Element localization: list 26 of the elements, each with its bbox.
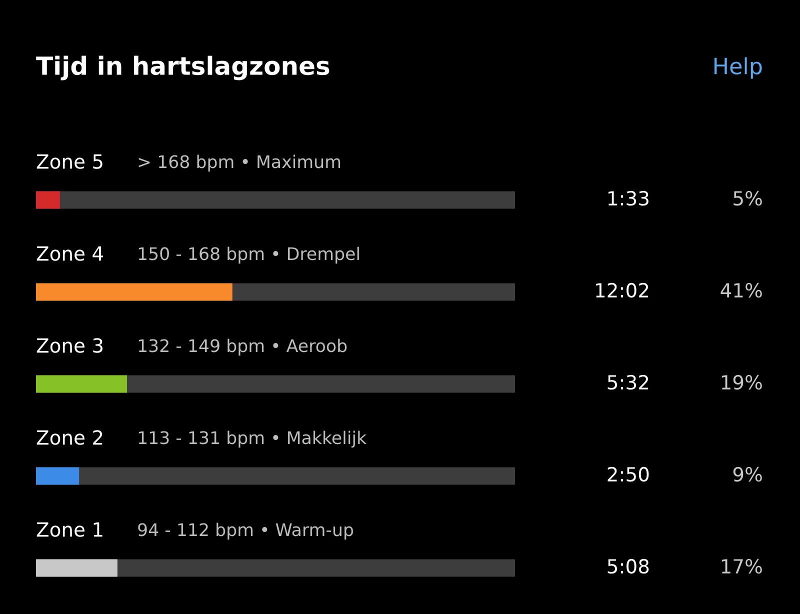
data-label: 5% bbox=[734, 190, 762, 206]
bar bbox=[36, 559, 118, 577]
bar bbox=[36, 375, 128, 393]
bar bbox=[36, 191, 60, 209]
data-label: 19% bbox=[722, 374, 762, 390]
annotation: 94 - 112 bpm • Warm-up bbox=[138, 522, 354, 540]
annotation: > 168 bpm • Maximum bbox=[138, 154, 340, 172]
data-label: 41% bbox=[720, 282, 762, 298]
y-tick-label: Zone 1 bbox=[36, 522, 102, 537]
text: 5:32 bbox=[608, 374, 648, 390]
text: 5:08 bbox=[608, 558, 649, 574]
y-tick-label: Zone 5 bbox=[36, 154, 102, 169]
data-label: 9% bbox=[733, 466, 762, 482]
y-tick-label: Zone 3 bbox=[36, 338, 102, 353]
annotation: 132 - 149 bpm • Aeroob bbox=[138, 338, 347, 356]
annotation: 113 - 131 bpm • Makkelijk bbox=[138, 430, 367, 448]
text: 12:02 bbox=[596, 282, 648, 298]
text: 1:33 bbox=[608, 190, 648, 206]
annotation: 150 - 168 bpm • Drempel bbox=[138, 246, 359, 264]
y-tick-label: Zone 4 bbox=[36, 246, 103, 261]
text: Help bbox=[714, 57, 762, 79]
text: 2:50 bbox=[608, 466, 649, 482]
chart-title: Tijd in hartslagzones bbox=[36, 56, 330, 80]
data-label: 17% bbox=[722, 558, 762, 574]
bar bbox=[36, 467, 80, 485]
y-tick-label: Zone 2 bbox=[36, 430, 102, 445]
